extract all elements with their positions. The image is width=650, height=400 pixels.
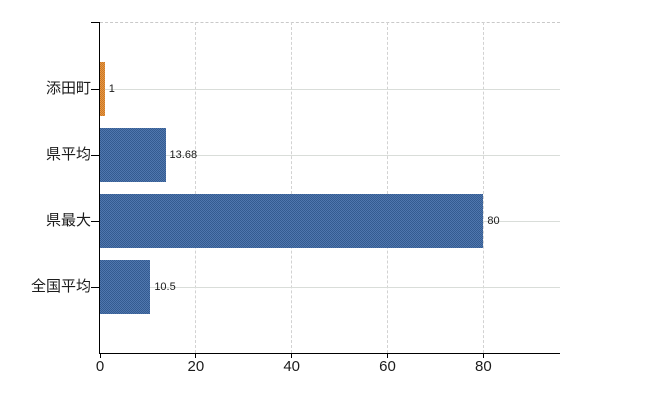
x-axis-tick <box>195 354 197 358</box>
x-axis-tick <box>99 354 101 358</box>
y-axis-tick <box>91 287 99 288</box>
row-center-gridline <box>100 287 560 288</box>
row-center-gridline <box>100 89 560 90</box>
vertical-gridline <box>291 22 293 353</box>
bar-blue <box>100 260 150 314</box>
y-axis-line <box>99 22 100 353</box>
bar-value-label: 13.68 <box>169 149 198 161</box>
vertical-gridline <box>195 22 197 353</box>
x-axis-tick-label: 0 <box>95 358 105 375</box>
y-axis-tick <box>91 22 99 23</box>
plot-area: 1 13.68 80 10.5 <box>100 22 560 353</box>
y-axis-tick <box>91 221 99 222</box>
x-axis-tick <box>482 354 484 358</box>
vertical-gridline <box>482 22 484 353</box>
category-label: 県最大 <box>45 212 91 229</box>
x-axis-line <box>99 353 560 354</box>
vertical-gridline <box>387 22 388 353</box>
category-label: 全国平均 <box>30 278 91 295</box>
plot-top-gridline <box>100 22 560 23</box>
x-axis-tick-label: 60 <box>379 358 396 375</box>
x-axis-tick-label: 80 <box>474 358 492 375</box>
category-label: 添田町 <box>45 80 91 97</box>
x-axis-tick-label: 40 <box>283 358 300 375</box>
bar-orange <box>100 62 105 116</box>
bar-blue <box>100 128 166 182</box>
bar-value-label: 80 <box>487 215 500 227</box>
x-axis-tick <box>387 354 388 358</box>
category-label: 県平均 <box>45 146 91 163</box>
y-axis-tick <box>91 89 99 90</box>
y-axis-tick <box>91 155 99 156</box>
x-axis-tick-label: 20 <box>187 358 205 375</box>
row-center-gridline <box>100 155 560 156</box>
x-axis-tick <box>291 354 293 358</box>
bar-blue <box>100 194 483 248</box>
bar-value-label: 1 <box>108 83 115 95</box>
bar-value-label: 10.5 <box>154 281 176 293</box>
